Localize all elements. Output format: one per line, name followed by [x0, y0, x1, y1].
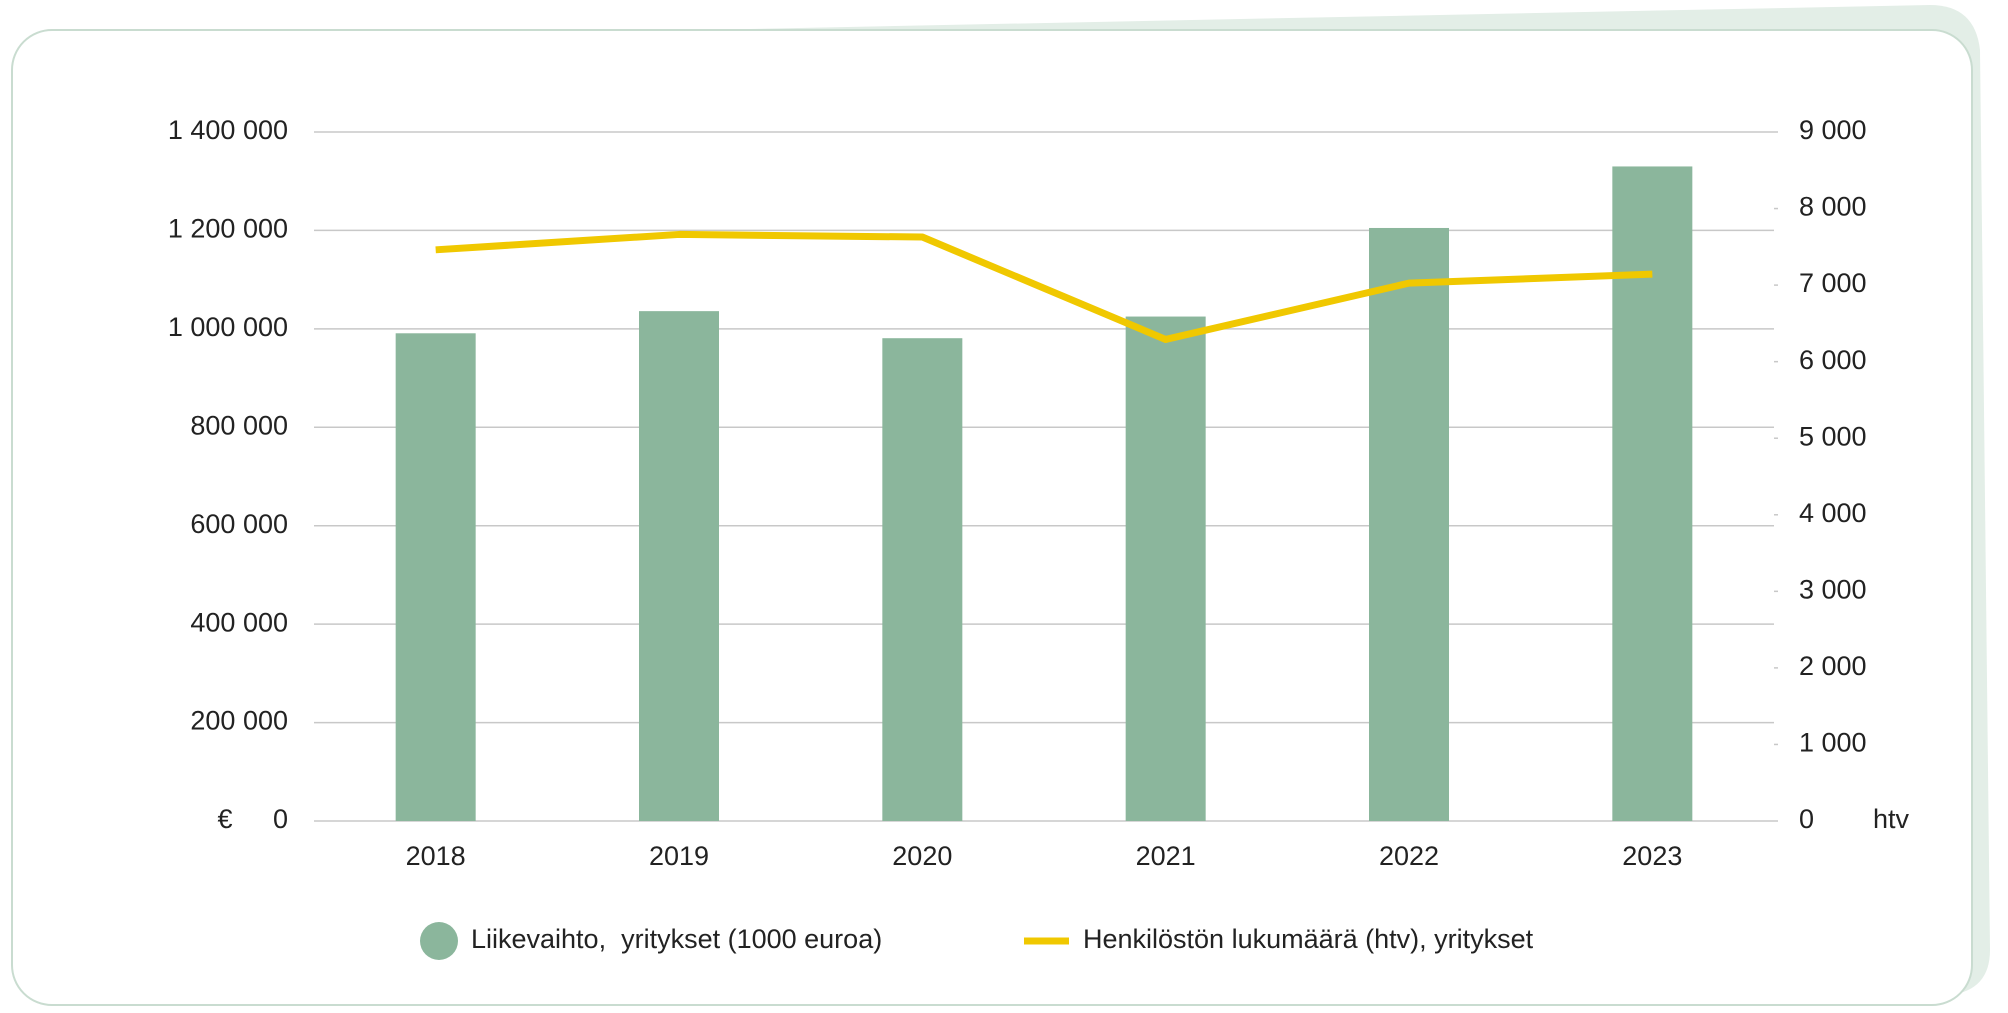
bar	[1125, 316, 1206, 821]
x-tick-label: 2021	[1136, 841, 1196, 871]
bar	[395, 333, 476, 821]
y-tick-label: 0	[273, 804, 288, 834]
y-tick-label: 1 200 000	[168, 214, 288, 244]
legend-swatch	[420, 922, 458, 960]
x-tick-label: 2023	[1622, 841, 1682, 871]
y2-tick-label: 7 000	[1799, 268, 1867, 298]
y-tick-label: 400 000	[190, 607, 288, 637]
y-tick-label: 1 400 000	[168, 115, 288, 145]
y-tick-label: 1 000 000	[168, 312, 288, 342]
bar	[639, 311, 719, 821]
y-tick-label: 800 000	[190, 410, 288, 440]
y2-tick-label: 8 000	[1799, 192, 1867, 222]
y2-tick-label: 4 000	[1799, 498, 1867, 528]
y-tick-label: 600 000	[190, 509, 288, 539]
y2-tick-label: 9 000	[1799, 115, 1867, 145]
bar	[1612, 166, 1693, 821]
y2-axis-unit: htv	[1873, 804, 1910, 834]
legend-label: Henkilöstön lukumäärä (htv), yritykset	[1083, 924, 1534, 954]
y2-tick-label: 1 000	[1799, 728, 1867, 758]
x-tick-label: 2022	[1379, 841, 1439, 871]
bar	[882, 338, 963, 821]
card	[11, 29, 1973, 1006]
y2-tick-label: 5 000	[1799, 421, 1867, 451]
y2-tick-label: 6 000	[1799, 345, 1867, 375]
line	[435, 230, 1653, 343]
x-tick-label: 2020	[892, 841, 952, 871]
y-tick-label: 200 000	[190, 706, 288, 736]
y2-tick-label: 3 000	[1799, 574, 1867, 604]
y2-tick-label: 0	[1799, 804, 1814, 834]
x-tick-label: 2018	[406, 841, 466, 871]
bar	[1369, 227, 1449, 822]
x-tick-label: 2019	[649, 841, 709, 871]
y2-tick-label: 2 000	[1799, 651, 1867, 681]
y-axis-unit: €	[217, 804, 232, 834]
legend-label: Liikevaihto, yritykset (1000 euroa)	[471, 924, 882, 954]
